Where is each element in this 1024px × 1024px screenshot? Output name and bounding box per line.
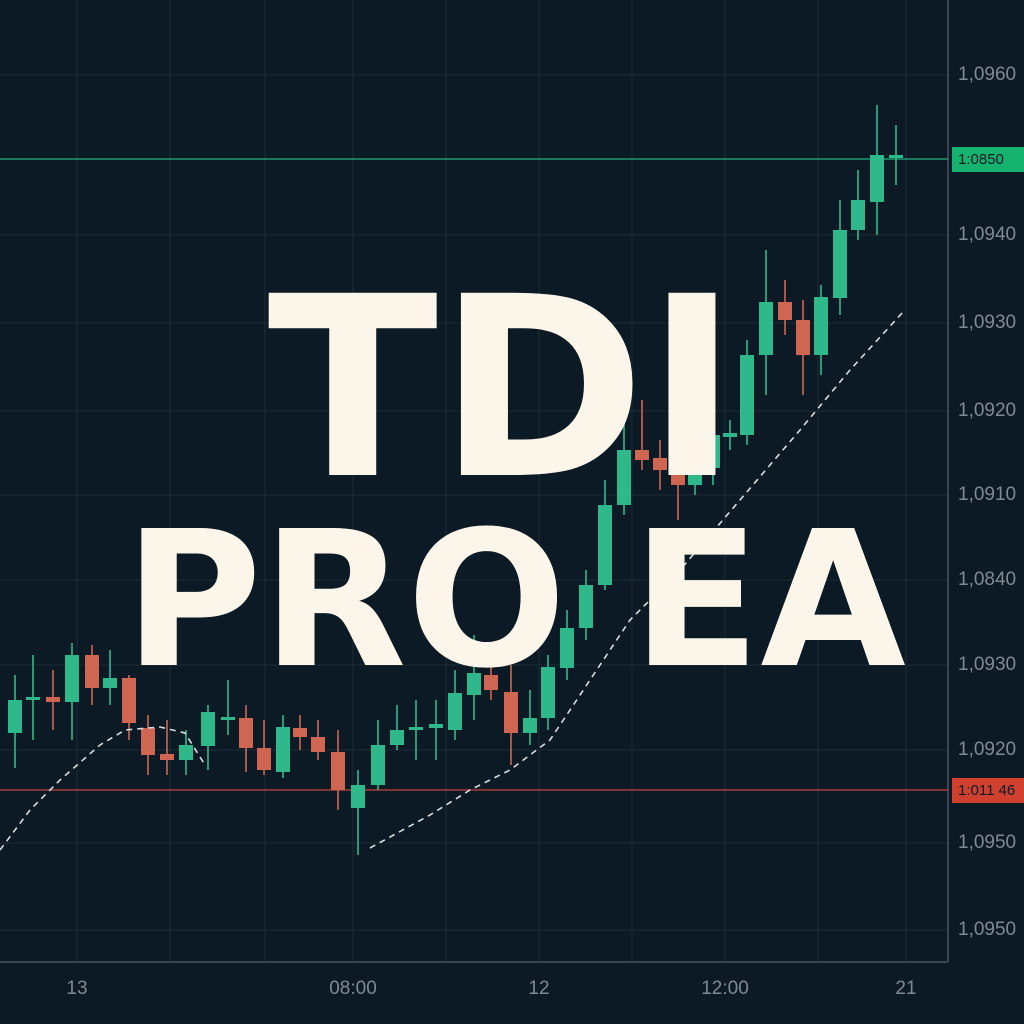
grid bbox=[0, 0, 948, 962]
candle-body bbox=[833, 230, 847, 298]
candle-body bbox=[141, 728, 155, 755]
candle-body bbox=[484, 675, 498, 690]
candle-body bbox=[331, 752, 345, 790]
candle-body bbox=[103, 678, 117, 688]
candle-body bbox=[8, 700, 22, 733]
candle-body bbox=[311, 737, 325, 752]
candle-body bbox=[504, 692, 518, 733]
last-price-tag bbox=[952, 147, 1024, 172]
time-label: 08:00 bbox=[329, 978, 377, 999]
axis-labels: 1,0960 1,0940 1,0930 1,0920 1,0910 1,0840 1,09… bbox=[66, 64, 1016, 999]
price-label: 1,0920 bbox=[958, 400, 1016, 421]
candle-body bbox=[706, 435, 720, 468]
trend-line-piece bbox=[0, 726, 206, 851]
price-label: 1,0950 bbox=[958, 919, 1016, 940]
candle-body bbox=[870, 155, 884, 202]
stop-price-text: 1:011 46 bbox=[958, 782, 1015, 799]
candle-body bbox=[759, 302, 773, 355]
price-label: 1,0930 bbox=[958, 654, 1016, 675]
candle-body bbox=[778, 302, 792, 320]
candle-body bbox=[889, 155, 903, 158]
candle-body bbox=[276, 727, 290, 772]
candle-body bbox=[635, 450, 649, 460]
time-label: 12:00 bbox=[701, 978, 749, 999]
candle-body bbox=[796, 320, 810, 355]
candle-body bbox=[390, 730, 404, 745]
price-label: 1,0930 bbox=[958, 312, 1016, 333]
candle-body bbox=[221, 717, 235, 720]
candle-body bbox=[239, 718, 253, 748]
title-line-1: TDI bbox=[267, 243, 738, 534]
candle-body bbox=[617, 450, 631, 505]
trend-line bbox=[0, 311, 904, 851]
candle-body bbox=[46, 697, 60, 702]
stop-price-tag bbox=[952, 778, 1024, 803]
candle-body bbox=[179, 745, 193, 760]
candle-body bbox=[814, 297, 828, 355]
candle-body bbox=[65, 655, 79, 702]
candle-body bbox=[122, 678, 136, 723]
candle-body bbox=[409, 727, 423, 730]
candle-body bbox=[160, 754, 174, 760]
candle-body bbox=[257, 748, 271, 770]
candle-body bbox=[85, 655, 99, 688]
price-label: 1,0940 bbox=[958, 224, 1016, 245]
price-label: 1,0840 bbox=[958, 569, 1016, 590]
candle-body bbox=[671, 470, 685, 485]
title-line-2: PRO EA bbox=[124, 491, 906, 710]
time-label: 21 bbox=[895, 978, 916, 999]
time-label: 13 bbox=[66, 978, 87, 999]
candle-body bbox=[688, 468, 702, 485]
candle-body bbox=[740, 355, 754, 435]
candle-body bbox=[723, 433, 737, 437]
candle-body bbox=[448, 693, 462, 730]
price-label: 1,0960 bbox=[958, 64, 1016, 85]
candle-body bbox=[560, 628, 574, 668]
candle-body bbox=[429, 724, 443, 728]
last-price-text: 1:0850 bbox=[958, 151, 1004, 168]
time-label: 12 bbox=[528, 978, 549, 999]
candle-body bbox=[598, 505, 612, 585]
candle-body bbox=[351, 785, 365, 808]
price-label: 1,0920 bbox=[958, 739, 1016, 760]
candle-body bbox=[579, 585, 593, 628]
candle-body bbox=[467, 673, 481, 695]
candle-body bbox=[653, 458, 667, 470]
candles bbox=[8, 105, 903, 855]
candle-body bbox=[851, 200, 865, 230]
price-label: 1,0910 bbox=[958, 484, 1016, 505]
candle-body bbox=[26, 697, 40, 700]
candle-body bbox=[201, 712, 215, 746]
price-label: 1,0950 bbox=[958, 832, 1016, 853]
candle-body bbox=[541, 667, 555, 718]
candle-body bbox=[371, 745, 385, 785]
candle-body bbox=[523, 718, 537, 733]
candle-body bbox=[293, 728, 307, 737]
